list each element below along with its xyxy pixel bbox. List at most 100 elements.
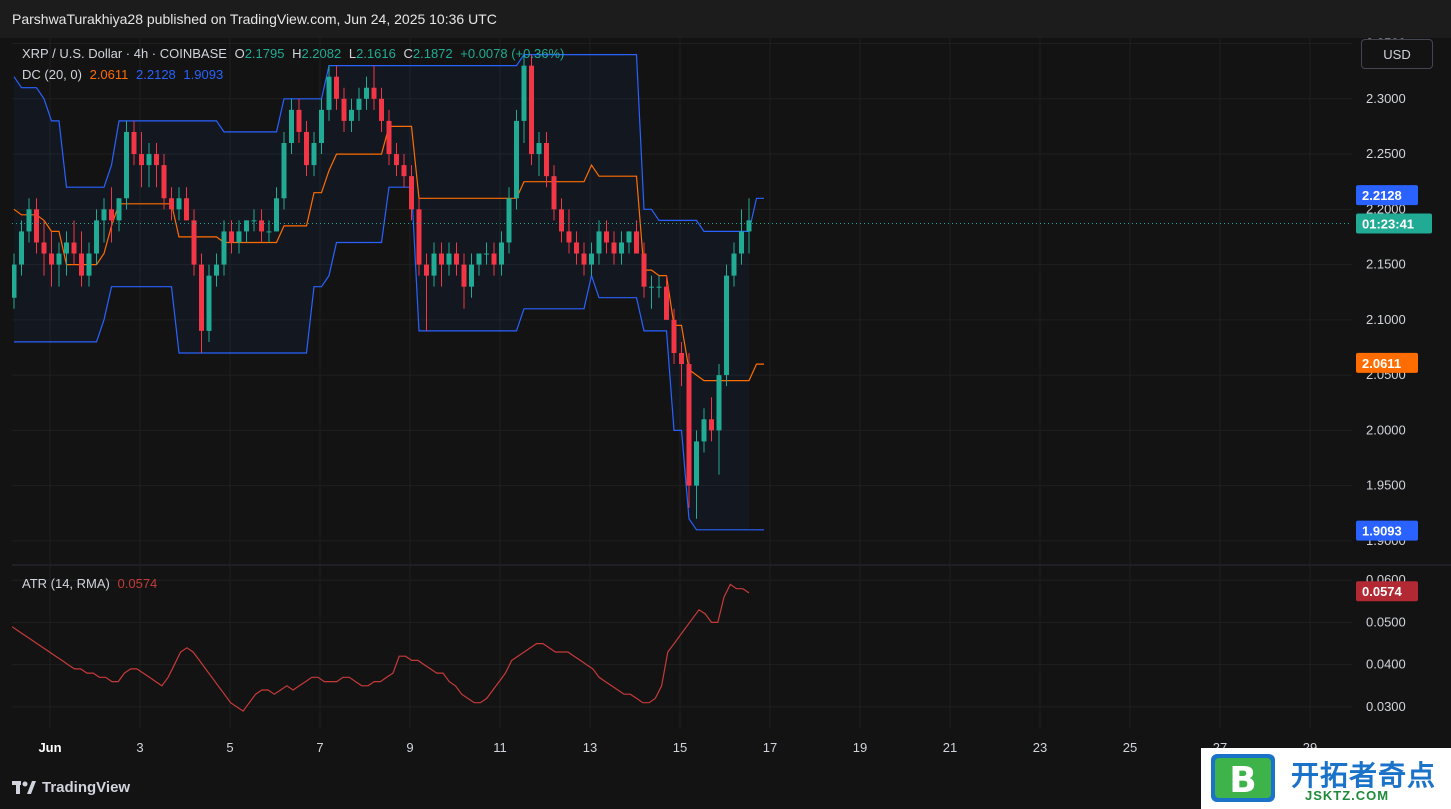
candle-body: [664, 286, 669, 320]
candle-body: [49, 253, 54, 265]
candle-body: [611, 242, 617, 254]
middle-price-tag: 2.0611: [1362, 356, 1401, 371]
time-tick-label: 19: [853, 740, 867, 755]
candle-body: [281, 143, 287, 199]
candle-body: [19, 231, 24, 265]
candle-body: [296, 109, 302, 132]
candle-body: [356, 98, 362, 110]
candle-body: [731, 253, 737, 276]
candle-body: [739, 231, 744, 254]
candle-body: [184, 198, 189, 221]
candle-body: [566, 231, 572, 243]
candle-body: [604, 231, 609, 243]
candle-body: [716, 375, 722, 431]
dc-label[interactable]: DC (20, 0): [22, 67, 82, 82]
upper-price-tag-box: [1356, 185, 1418, 206]
low-label: L: [348, 46, 357, 61]
atr-line: [12, 583, 750, 712]
candle-body: [64, 242, 69, 254]
candle-body: [349, 109, 354, 121]
candle-body: [146, 154, 152, 166]
watermark-badge-icon: B: [1211, 754, 1275, 802]
dc-legend: DC (20, 0) 2.0611 2.2128 1.9093: [22, 67, 227, 82]
upper-price-tag: 2.2128: [1362, 188, 1402, 203]
candle-body: [506, 198, 512, 243]
donchian-upper-line: [13, 54, 764, 232]
candle-body: [101, 209, 107, 221]
candle-body: [476, 253, 482, 265]
close-value: 2.1872: [412, 46, 453, 61]
candle-body: [109, 209, 114, 221]
candle-body: [626, 231, 632, 243]
countdown-tag-box: [1356, 213, 1432, 234]
middle-price-tag-box: [1356, 352, 1418, 373]
candle-body: [139, 154, 144, 166]
candle-body: [191, 220, 197, 265]
candle-body: [619, 242, 624, 254]
candle-body: [71, 242, 77, 254]
time-tick-label: Jun: [38, 740, 61, 755]
chart-area[interactable]: 2.35002.30002.25002.20002.15002.10002.05…: [12, 38, 1451, 763]
candle-body: [371, 87, 377, 99]
candle-body: [484, 253, 489, 255]
candle-body: [724, 275, 729, 376]
candle-body: [319, 109, 324, 143]
candle-body: [41, 242, 47, 254]
price-tick-label: 2.2500: [1366, 146, 1406, 161]
dc-lower-value: 1.9093: [183, 67, 224, 82]
candle-body: [671, 319, 677, 353]
candle-body: [596, 231, 602, 254]
tradingview-brand: TradingView: [42, 779, 131, 796]
time-tick-label: 25: [1123, 740, 1137, 755]
candle-body: [79, 253, 84, 276]
tradingview-logo-icon: [12, 780, 36, 794]
lower-price-tag: 1.9093: [1362, 524, 1402, 539]
candle-body: [536, 143, 542, 155]
candle-body: [746, 220, 752, 232]
candle-body: [679, 353, 684, 365]
candle-body: [229, 231, 234, 243]
open-value: 2.1795: [244, 46, 285, 61]
atr-tick-label: 0.0400: [1366, 657, 1406, 672]
donchian-fill: [14, 54, 749, 530]
countdown-tag: 01:23:41: [1362, 216, 1414, 231]
candle-body: [341, 98, 347, 121]
candle-body: [169, 198, 174, 210]
candle-body: [641, 253, 647, 287]
candle-body: [424, 264, 429, 276]
candle-body: [221, 231, 227, 265]
candle-body: [589, 253, 594, 265]
candle-body: [401, 165, 407, 177]
candle-body: [34, 209, 39, 243]
symbol-label[interactable]: XRP / U.S. Dollar · 4h · COINBASE: [22, 46, 227, 61]
chart-svg[interactable]: 2.35002.30002.25002.20002.15002.10002.05…: [12, 38, 1451, 763]
candle-body: [454, 253, 459, 265]
candle-body: [559, 209, 564, 232]
candle-body: [649, 286, 654, 288]
atr-tick-label: 0.0500: [1366, 614, 1406, 629]
currency-button[interactable]: USD: [1361, 39, 1433, 69]
time-tick-label: 5: [226, 740, 233, 755]
candle-body: [551, 176, 557, 210]
watermark-url: JSKTZ.COM: [1305, 788, 1390, 803]
price-tick-label: 1.9500: [1366, 478, 1406, 493]
candle-body: [259, 220, 264, 232]
time-tick-label: 3: [136, 740, 143, 755]
dc-middle-value: 2.0611: [89, 67, 129, 82]
candle-body: [499, 242, 504, 265]
time-tick-label: 21: [943, 740, 957, 755]
candle-body: [304, 131, 309, 166]
candle-body: [236, 231, 242, 243]
candle-body: [26, 209, 32, 232]
close-label: C: [403, 46, 413, 61]
atr-value-tag-box: [1356, 581, 1418, 602]
site-watermark: B 开拓者奇点 JSKTZ.COM: [1201, 748, 1451, 809]
candle-body: [274, 198, 279, 232]
candle-body: [529, 65, 534, 155]
tradingview-logo[interactable]: TradingView: [12, 779, 130, 796]
candle-body: [701, 419, 707, 442]
candle-body: [409, 176, 414, 210]
candle-body: [521, 65, 527, 121]
candle-body: [86, 253, 92, 276]
atr-label[interactable]: ATR (14, RMA): [22, 576, 110, 591]
